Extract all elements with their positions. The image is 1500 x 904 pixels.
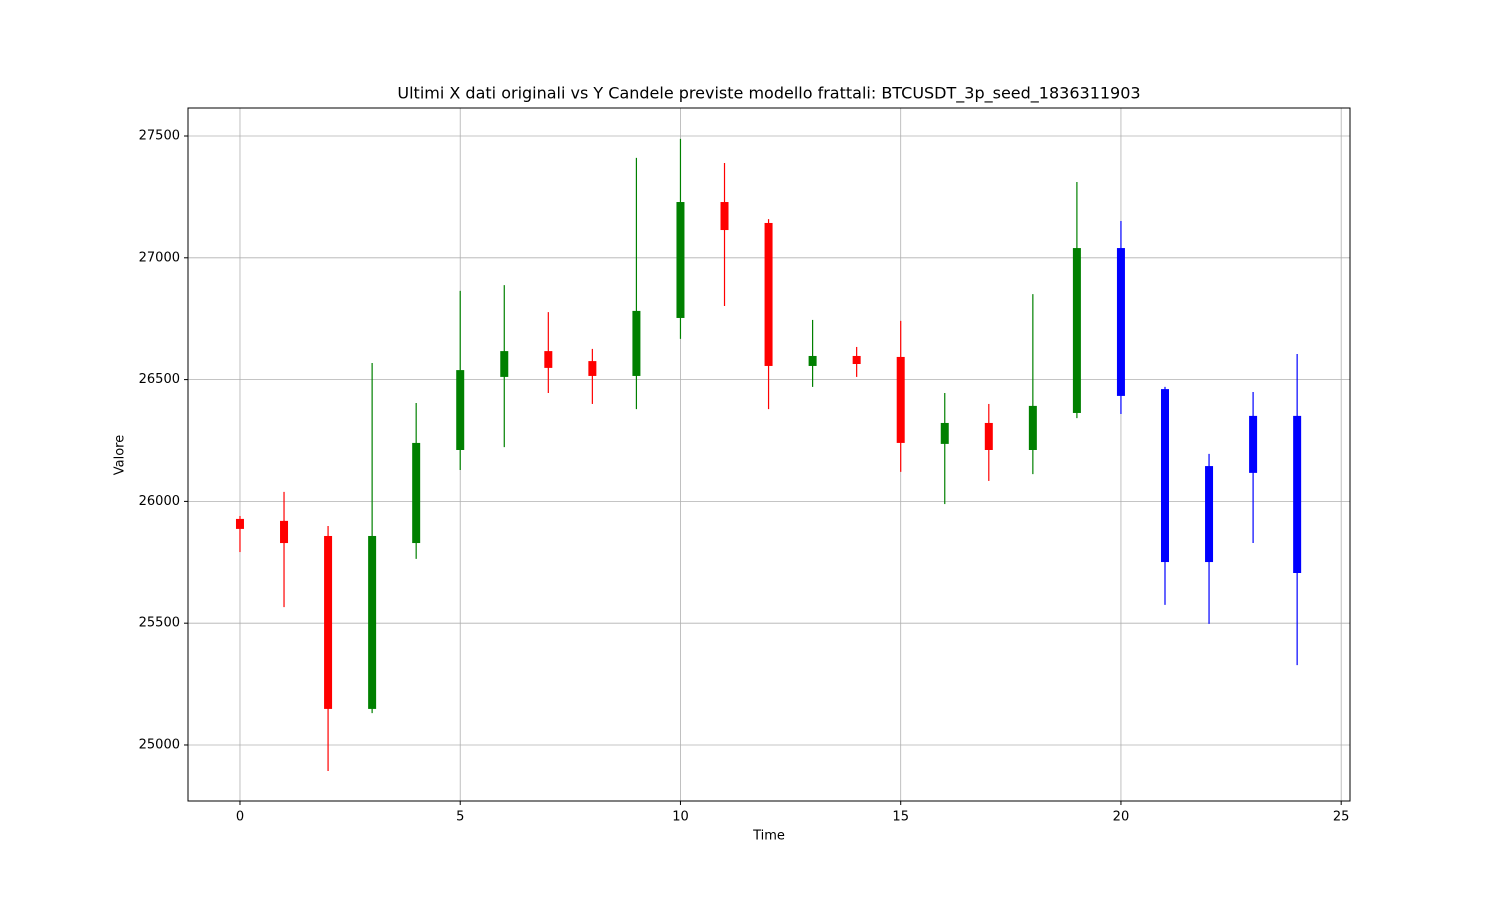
x-tick-label: 0: [236, 810, 244, 825]
y-tick-label: 25000: [139, 737, 180, 752]
candle-body: [544, 351, 553, 368]
candle-body: [1293, 415, 1302, 574]
candle-body: [456, 370, 465, 450]
candle-body: [1072, 248, 1081, 413]
x-tick-label: 10: [672, 810, 689, 825]
candle-body: [808, 355, 817, 366]
candle-body: [764, 222, 773, 366]
candle-body: [1160, 389, 1169, 563]
x-tick-label: 5: [456, 810, 464, 825]
y-tick-label: 26000: [139, 494, 180, 509]
y-tick-label: 27500: [139, 129, 180, 144]
candle-body: [896, 356, 905, 443]
candle-body: [852, 355, 861, 365]
x-axis-label: Time: [752, 829, 785, 844]
candle-body: [235, 518, 244, 529]
candle-body: [412, 442, 421, 544]
candle-body: [1028, 405, 1037, 450]
x-tick-label: 20: [1113, 810, 1130, 825]
y-axis-label: Valore: [113, 435, 128, 475]
candle-body: [984, 422, 993, 450]
x-tick-label: 25: [1333, 810, 1350, 825]
y-tick-label: 25500: [139, 616, 180, 631]
y-tick-label: 26500: [139, 372, 180, 387]
candle-body: [500, 351, 509, 377]
candle-body: [324, 535, 333, 709]
candle-body: [588, 361, 597, 376]
candle-body: [1249, 415, 1258, 473]
candle-body: [632, 310, 641, 376]
x-tick-label: 15: [892, 810, 909, 825]
chart-title: Ultimi X dati originali vs Y Candele pre…: [397, 84, 1140, 104]
candle-body: [280, 520, 289, 544]
plot-frame: [187, 107, 1351, 802]
candle-body: [676, 202, 685, 318]
candle-body: [368, 535, 377, 709]
y-tick-label: 27000: [139, 250, 180, 265]
candle-body: [940, 422, 949, 444]
candle-body: [720, 202, 729, 231]
candle-body: [1116, 248, 1125, 396]
candle-body: [1205, 466, 1214, 563]
